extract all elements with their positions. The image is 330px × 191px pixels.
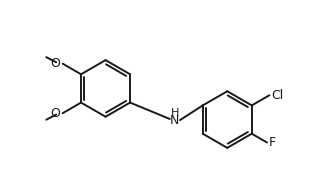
Text: O: O	[50, 107, 60, 120]
Text: H: H	[171, 108, 179, 118]
Text: F: F	[268, 136, 276, 149]
Text: O: O	[50, 57, 60, 70]
Text: Cl: Cl	[271, 89, 283, 102]
Text: N: N	[170, 114, 180, 127]
